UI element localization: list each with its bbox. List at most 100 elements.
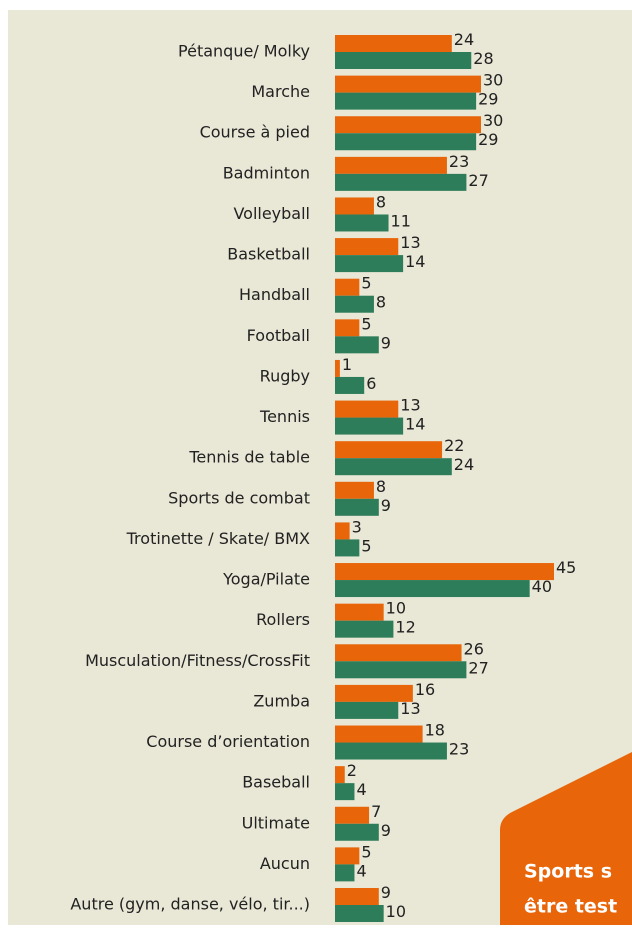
value-label: 7 [371,802,381,821]
category-label: Course d’orientation [146,732,310,751]
value-label: 28 [473,49,493,68]
value-label: 5 [361,536,371,555]
bar [335,359,340,377]
value-label: 4 [356,861,366,880]
value-label: 30 [483,111,503,130]
value-label: 27 [468,171,488,190]
category-label: Marche [251,82,310,101]
value-label: 4 [356,780,366,799]
bar [335,336,379,354]
value-label: 22 [444,436,464,455]
bar [335,742,447,760]
category-label: Football [247,326,310,345]
category-label: Baseball [242,773,310,792]
value-label: 13 [400,233,420,252]
value-label: 6 [366,374,376,393]
value-label: 13 [400,699,420,718]
bar [335,498,379,516]
value-label: 18 [425,721,445,740]
category-label: Tennis de table [188,448,310,467]
category-label: Badminton [223,163,310,182]
bar [335,864,355,882]
value-label: 40 [532,577,552,596]
category-label: Trotinette / Skate/ BMX [126,529,310,548]
value-label: 1 [342,355,352,374]
bar [335,173,467,191]
value-label: 27 [468,658,488,677]
value-label: 16 [415,680,435,699]
annotation: Sports s [524,861,612,883]
value-label: 8 [376,293,386,312]
category-label: Basketball [227,245,310,264]
category-label: Autre (gym, danse, vélo, tir...) [70,895,310,914]
value-label: 10 [386,599,406,618]
bar [335,319,360,337]
bar [335,75,481,93]
value-label: 30 [483,71,503,90]
bar [335,783,355,801]
value-label: 29 [478,90,498,109]
value-label: 26 [464,639,484,658]
value-label: 9 [381,883,391,902]
bar [335,522,350,540]
banner [500,752,632,925]
value-label: 3 [352,517,362,536]
value-label: 5 [361,842,371,861]
value-label: 12 [395,618,415,637]
bar [335,644,462,662]
bar [335,847,360,865]
value-label: 5 [361,314,371,333]
bar [335,255,404,273]
bar [335,580,530,598]
value-label: 2 [347,761,357,780]
bar [335,766,345,784]
category-label: Zumba [253,691,310,710]
bar [335,156,447,174]
value-label: 13 [400,396,420,415]
bar [335,52,472,69]
bar [335,563,554,581]
category-label: Rugby [260,366,310,385]
bar [335,603,384,621]
value-label: 45 [556,558,576,577]
bar [335,481,374,499]
category-label: Musculation/Fitness/CrossFit [85,651,310,670]
bar [335,214,389,232]
value-label: 9 [381,821,391,840]
bar [335,92,477,110]
category-label: Ultimate [242,813,310,832]
bar [335,905,384,922]
value-label: 24 [454,455,474,474]
bar [335,197,374,215]
value-label: 23 [449,152,469,171]
value-label: 24 [454,30,474,49]
category-label: Yoga/Pilate [222,570,310,589]
value-label: 5 [361,274,371,293]
value-label: 11 [391,211,411,230]
bar [335,701,399,719]
bar [335,295,374,313]
bar [335,238,399,256]
value-label: 10 [386,902,406,921]
bar [335,116,481,134]
category-label: Aucun [260,854,310,873]
bar [335,278,360,296]
value-label: 8 [376,477,386,496]
category-label: Pétanque/ Molky [178,42,310,61]
bar [335,888,379,905]
bar [335,133,477,151]
category-label: Course à pied [200,123,310,142]
category-label: Sports de combat [168,488,310,507]
bar [335,806,370,824]
bar [335,684,413,702]
category-label: Tennis [259,407,310,426]
value-label: 29 [478,130,498,149]
bar [335,376,365,394]
bar [335,417,404,435]
bar [335,400,399,418]
bar [335,661,467,679]
bar [335,441,443,459]
bar [335,823,379,841]
bar [335,458,452,476]
value-label: 23 [449,740,469,759]
